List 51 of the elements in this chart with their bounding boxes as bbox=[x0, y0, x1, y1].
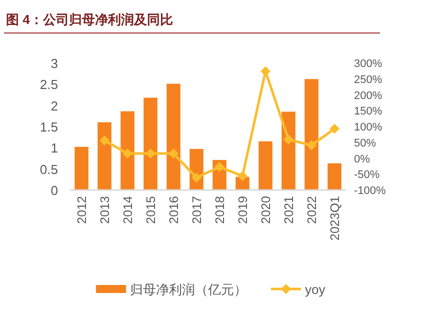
y-tick-label: 2.5 bbox=[40, 77, 58, 92]
x-tick-label: 2022 bbox=[305, 196, 319, 224]
point bbox=[100, 135, 110, 146]
point bbox=[306, 140, 316, 150]
x-tick-label: 2014 bbox=[121, 196, 135, 224]
point bbox=[284, 134, 294, 145]
bar bbox=[144, 98, 158, 190]
point bbox=[214, 162, 224, 172]
x-tick-label: 2020 bbox=[259, 196, 273, 224]
x-tick-label: 2019 bbox=[236, 196, 250, 224]
y2-tick-label: 200% bbox=[354, 90, 382, 102]
y2-tick-label: 0% bbox=[354, 153, 370, 166]
y2-tick-label: 250% bbox=[354, 74, 382, 86]
x-tick-label: 2018 bbox=[213, 196, 227, 224]
point bbox=[122, 148, 132, 158]
bar bbox=[328, 163, 342, 190]
y2-tick-label: 150% bbox=[354, 106, 382, 118]
y2-tick-label: 300% bbox=[354, 58, 382, 70]
point bbox=[168, 148, 178, 158]
legend-label: 归母净利润（亿元） bbox=[130, 282, 247, 297]
point bbox=[192, 172, 202, 183]
x-tick-label: 2015 bbox=[144, 196, 158, 224]
x-tick-label: 2016 bbox=[167, 196, 181, 224]
point bbox=[330, 124, 340, 134]
bar bbox=[74, 146, 88, 190]
y-tick-label: 2 bbox=[50, 98, 58, 114]
legend-label: yoy bbox=[305, 282, 326, 297]
point bbox=[146, 148, 156, 158]
x-tick-label: 2021 bbox=[282, 196, 296, 224]
y-tick-label: 1.5 bbox=[40, 120, 58, 134]
y2-tick-label: -50% bbox=[354, 169, 380, 182]
x-tick-label: 2012 bbox=[75, 196, 89, 224]
y-tick-label: 0 bbox=[50, 183, 58, 198]
point bbox=[238, 171, 248, 182]
bar bbox=[282, 112, 296, 190]
point bbox=[260, 66, 270, 76]
bar bbox=[304, 79, 318, 190]
bar bbox=[166, 84, 180, 190]
x-tick-label: 2013 bbox=[98, 196, 112, 224]
chart-title: 图 4：公司归母净利润及同比 bbox=[6, 12, 173, 27]
y2-tick-label: 50% bbox=[354, 137, 376, 150]
y-tick-label: 3 bbox=[50, 56, 58, 71]
y2-tick-label: -100% bbox=[354, 185, 386, 197]
y2-tick-label: 100% bbox=[354, 122, 382, 134]
y-tick-label: 0.5 bbox=[40, 162, 58, 177]
x-tick-label: 2023Q1 bbox=[328, 196, 342, 240]
bar bbox=[98, 122, 112, 190]
x-tick-label: 2017 bbox=[190, 196, 204, 224]
bar bbox=[258, 141, 272, 190]
y-tick-label: 1 bbox=[50, 140, 58, 156]
bar bbox=[120, 111, 134, 190]
